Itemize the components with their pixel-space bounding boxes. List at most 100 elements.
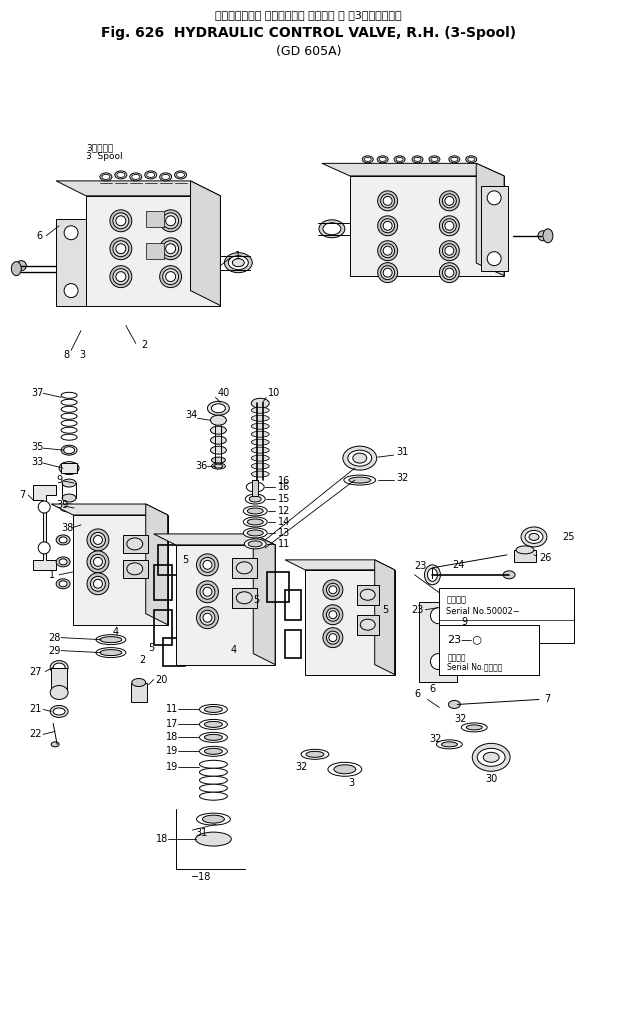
Ellipse shape xyxy=(449,701,460,709)
Ellipse shape xyxy=(248,540,262,547)
Text: 39: 39 xyxy=(56,500,68,510)
Ellipse shape xyxy=(439,216,459,235)
Text: 19: 19 xyxy=(165,746,178,756)
Ellipse shape xyxy=(96,635,126,645)
Text: 21: 21 xyxy=(29,705,41,715)
Ellipse shape xyxy=(306,751,324,757)
Polygon shape xyxy=(73,515,168,625)
Bar xyxy=(285,630,301,658)
Polygon shape xyxy=(322,163,504,175)
Bar xyxy=(233,588,257,607)
Ellipse shape xyxy=(503,571,515,579)
Ellipse shape xyxy=(87,551,109,573)
Ellipse shape xyxy=(200,584,215,599)
Text: 30: 30 xyxy=(485,775,497,784)
Polygon shape xyxy=(191,180,220,305)
Ellipse shape xyxy=(165,272,176,282)
Ellipse shape xyxy=(381,266,395,280)
Ellipse shape xyxy=(199,784,228,792)
Ellipse shape xyxy=(246,482,264,492)
Ellipse shape xyxy=(204,707,222,713)
Ellipse shape xyxy=(360,620,375,630)
Polygon shape xyxy=(253,534,275,664)
Text: 32: 32 xyxy=(429,734,442,744)
Bar xyxy=(123,535,147,553)
Ellipse shape xyxy=(236,562,252,574)
Ellipse shape xyxy=(212,457,225,463)
Polygon shape xyxy=(51,504,168,515)
Ellipse shape xyxy=(466,725,482,730)
Text: 40: 40 xyxy=(217,388,230,399)
Text: 5: 5 xyxy=(147,643,154,653)
Text: Fig. 626  HYDRAULIC CONTROL VALVE, R.H. (3-Spool): Fig. 626 HYDRAULIC CONTROL VALVE, R.H. (… xyxy=(101,26,516,41)
Ellipse shape xyxy=(445,221,454,230)
Ellipse shape xyxy=(91,532,106,548)
Text: 4: 4 xyxy=(230,645,236,655)
Ellipse shape xyxy=(127,563,143,575)
Ellipse shape xyxy=(165,243,176,254)
Bar xyxy=(146,242,164,259)
Ellipse shape xyxy=(50,660,68,674)
Text: 5: 5 xyxy=(383,604,389,614)
Ellipse shape xyxy=(62,464,75,473)
Polygon shape xyxy=(176,545,275,664)
Ellipse shape xyxy=(199,732,228,742)
Ellipse shape xyxy=(163,240,178,257)
Ellipse shape xyxy=(246,494,265,504)
Ellipse shape xyxy=(251,423,269,429)
Text: 18: 18 xyxy=(155,835,168,844)
Ellipse shape xyxy=(431,157,438,161)
Ellipse shape xyxy=(59,461,79,475)
Ellipse shape xyxy=(116,272,126,282)
Ellipse shape xyxy=(61,445,77,455)
Text: 27: 27 xyxy=(29,666,42,676)
Text: 35: 35 xyxy=(31,442,44,452)
Bar xyxy=(267,572,289,601)
Ellipse shape xyxy=(176,172,184,177)
Ellipse shape xyxy=(442,266,457,280)
Ellipse shape xyxy=(160,173,172,180)
Text: 3  Spool: 3 Spool xyxy=(86,152,123,161)
Text: 36: 36 xyxy=(196,461,208,472)
Ellipse shape xyxy=(62,479,76,487)
Text: 6: 6 xyxy=(36,231,43,240)
Text: 7: 7 xyxy=(19,490,25,500)
Ellipse shape xyxy=(59,559,67,565)
Ellipse shape xyxy=(61,420,77,426)
Ellipse shape xyxy=(203,613,212,623)
Text: 13: 13 xyxy=(278,528,291,538)
Bar xyxy=(357,614,379,635)
Text: 4: 4 xyxy=(113,627,119,637)
Ellipse shape xyxy=(204,734,222,740)
Ellipse shape xyxy=(50,685,68,700)
Ellipse shape xyxy=(383,246,392,256)
Ellipse shape xyxy=(200,558,215,572)
Ellipse shape xyxy=(110,266,132,288)
Ellipse shape xyxy=(439,191,459,211)
Ellipse shape xyxy=(203,587,212,596)
Ellipse shape xyxy=(50,706,68,718)
Ellipse shape xyxy=(472,743,510,772)
Text: 6: 6 xyxy=(415,690,421,700)
Bar xyxy=(154,565,172,599)
Ellipse shape xyxy=(113,213,129,229)
Ellipse shape xyxy=(100,637,122,643)
Ellipse shape xyxy=(483,752,499,763)
Ellipse shape xyxy=(381,219,395,233)
Ellipse shape xyxy=(377,156,388,163)
Ellipse shape xyxy=(61,434,77,440)
Ellipse shape xyxy=(199,792,228,800)
Ellipse shape xyxy=(251,399,269,409)
Ellipse shape xyxy=(251,455,269,461)
Ellipse shape xyxy=(462,723,487,732)
Ellipse shape xyxy=(116,216,126,226)
Text: 17: 17 xyxy=(165,719,178,729)
Ellipse shape xyxy=(51,742,59,747)
Ellipse shape xyxy=(442,219,457,233)
Ellipse shape xyxy=(162,174,170,179)
Bar xyxy=(252,480,259,496)
Ellipse shape xyxy=(64,446,75,453)
Text: 37: 37 xyxy=(31,388,44,399)
Text: 11: 11 xyxy=(278,538,291,549)
Text: 31: 31 xyxy=(196,828,208,839)
